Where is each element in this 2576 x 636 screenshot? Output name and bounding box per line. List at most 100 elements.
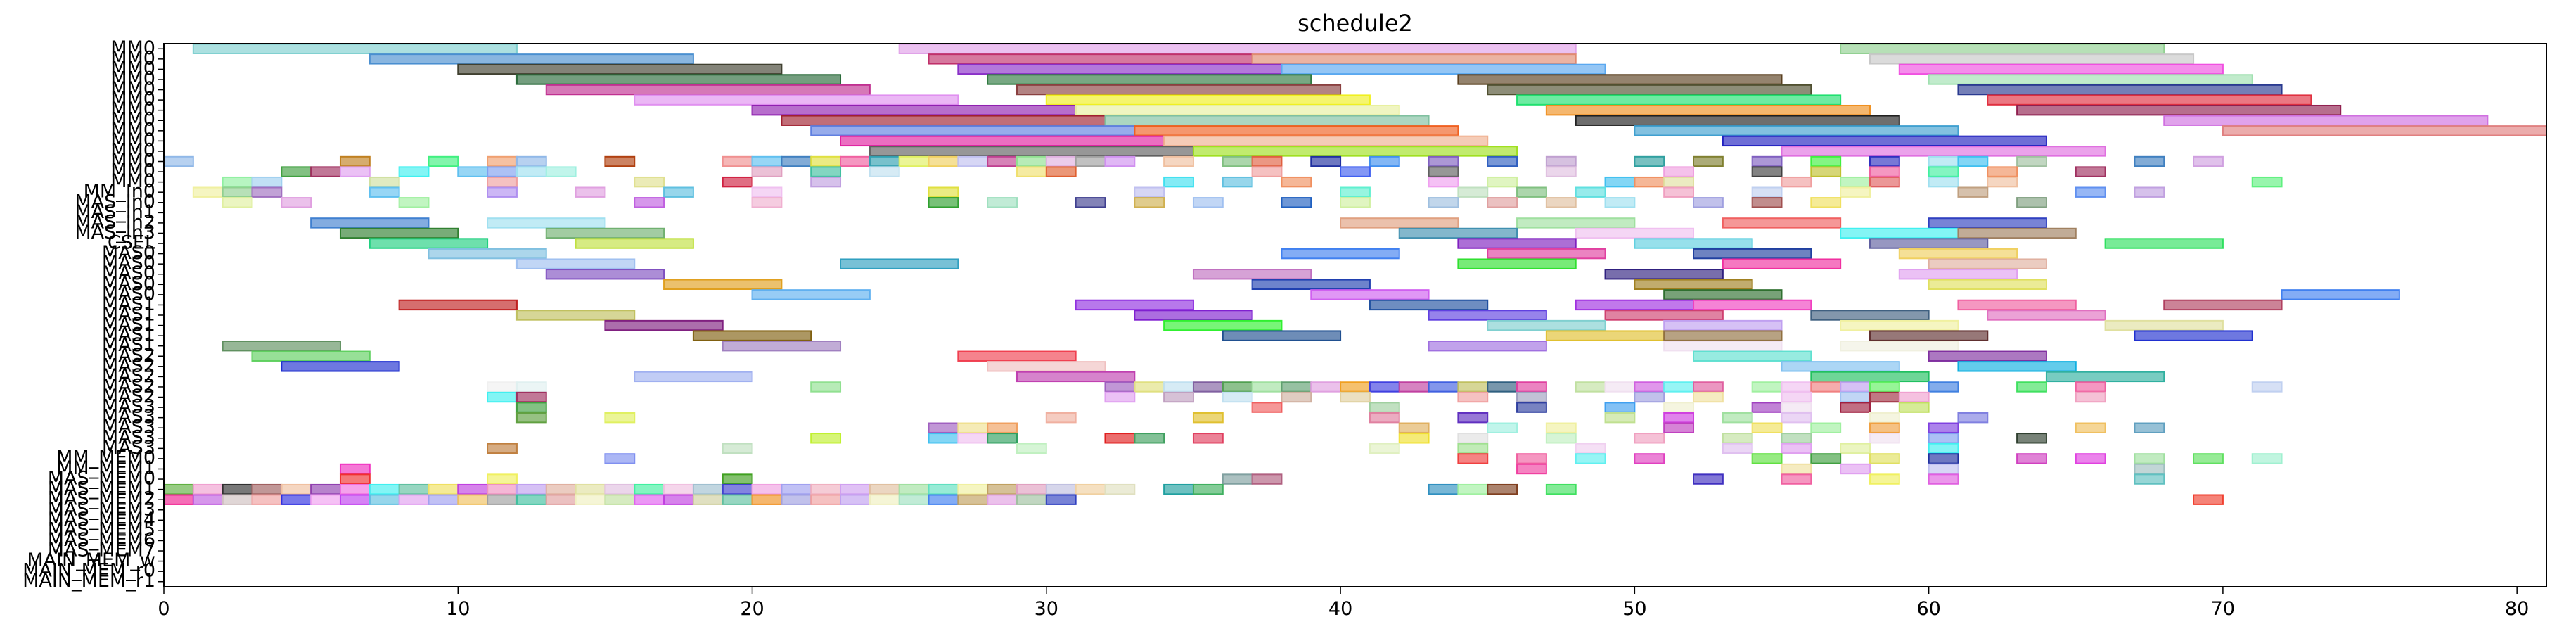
task-bar	[722, 340, 842, 352]
task-bar	[2075, 422, 2106, 433]
task-bar	[1575, 443, 1606, 454]
task-bar	[1516, 186, 1547, 198]
task-bar	[604, 483, 636, 495]
task-bar	[1634, 433, 1665, 444]
task-bar	[192, 483, 224, 495]
task-bar	[1398, 433, 1430, 444]
task-bar	[222, 197, 253, 208]
task-bar	[1457, 391, 1489, 403]
task-bar	[1163, 135, 1489, 147]
x-tick-label: 0	[158, 598, 169, 620]
task-bar	[575, 494, 606, 505]
task-bar	[604, 453, 636, 464]
task-bar	[1810, 422, 1842, 433]
task-bar	[1781, 361, 1900, 372]
task-bar	[1045, 155, 1077, 167]
task-bar	[751, 289, 871, 300]
task-bar	[251, 176, 283, 188]
task-bar	[2163, 299, 2283, 311]
x-tick-label: 50	[1622, 598, 1646, 620]
task-bar	[487, 217, 606, 229]
y-tick-label: MM0	[110, 129, 155, 151]
task-bar	[1340, 391, 1371, 403]
y-tick-label: MAS_In1	[75, 201, 155, 223]
task-bar	[1457, 381, 1489, 393]
task-bar	[1134, 125, 1459, 136]
task-bar	[1604, 269, 1724, 280]
task-bar	[339, 483, 371, 495]
y-tick-label: MAS2	[102, 375, 155, 397]
y-tick-label: MAS0	[102, 242, 155, 264]
task-bar	[1251, 155, 1283, 167]
task-bar	[163, 155, 194, 167]
task-bar	[1575, 115, 1900, 126]
task-bar	[1663, 340, 1783, 352]
task-bar	[1869, 433, 1900, 444]
task-bar	[1545, 155, 1577, 167]
task-bar	[428, 248, 547, 260]
task-bar	[634, 94, 959, 106]
task-bar	[869, 155, 900, 167]
task-bar	[1398, 381, 1430, 393]
task-bar	[369, 176, 400, 188]
task-bar	[2104, 319, 2224, 331]
task-bar	[1104, 391, 1136, 403]
task-bar	[1898, 402, 1930, 413]
task-bar	[1693, 299, 1812, 311]
task-bar	[1928, 443, 1959, 454]
task-bar	[928, 494, 959, 505]
task-bar	[2075, 186, 2106, 198]
task-bar	[751, 186, 783, 198]
task-bar	[957, 155, 989, 167]
task-bar	[1869, 412, 1900, 424]
task-bar	[1075, 299, 1194, 311]
task-bar	[751, 166, 783, 177]
task-bar	[1369, 381, 1400, 393]
task-bar	[1281, 63, 1606, 75]
task-bar	[1722, 217, 1842, 229]
task-bar	[1369, 402, 1400, 413]
y-tick-label: MAIN_MEM_r1	[23, 570, 155, 592]
task-bar	[515, 155, 547, 167]
task-bar	[1045, 494, 1077, 505]
y-tick-label: MAS0	[102, 262, 155, 284]
task-bar	[898, 155, 930, 167]
y-tick-label: MAS0	[102, 253, 155, 274]
task-bar	[1457, 74, 1783, 85]
task-bar	[2104, 238, 2224, 249]
task-bar	[1781, 391, 1812, 403]
y-tick-label: MM0	[110, 89, 155, 110]
task-bar	[281, 166, 312, 177]
task-bar	[692, 494, 724, 505]
y-tick-label: MM0	[110, 160, 155, 182]
task-bar	[1810, 453, 1842, 464]
task-bar	[1634, 238, 1753, 249]
task-bar	[1015, 494, 1047, 505]
task-bar	[781, 483, 812, 495]
task-bar	[869, 166, 900, 177]
y-tick-label: MAS_MEM5	[48, 519, 155, 540]
task-bar	[1251, 402, 1283, 413]
task-bar	[1251, 473, 1283, 485]
task-bar	[751, 104, 1077, 116]
y-tick-label: MM0	[110, 37, 155, 59]
task-bar	[1487, 176, 1518, 188]
task-bar	[1487, 422, 1518, 433]
task-bar	[1134, 197, 1165, 208]
task-bar	[1751, 197, 1783, 208]
task-bar	[898, 483, 930, 495]
task-bar	[1457, 453, 1489, 464]
task-bar	[781, 115, 1106, 126]
task-bar	[1251, 279, 1371, 291]
task-bar	[1428, 340, 1547, 352]
y-tick-label: MM0	[110, 47, 155, 69]
task-bar	[310, 483, 341, 495]
task-bar	[840, 483, 871, 495]
task-bar	[810, 433, 842, 444]
task-bar	[1663, 186, 1695, 198]
task-bar	[1810, 197, 1842, 208]
task-bar	[722, 155, 753, 167]
task-bar	[1281, 381, 1312, 393]
task-bar	[281, 197, 312, 208]
task-bar	[1928, 166, 1959, 177]
